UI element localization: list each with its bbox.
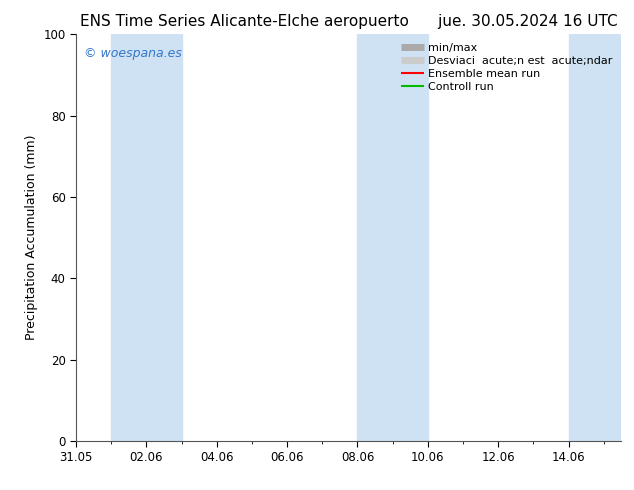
Bar	[358, 34, 428, 441]
Title: ENS Time Series Alicante-Elche aeropuerto      jue. 30.05.2024 16 UTC: ENS Time Series Alicante-Elche aeropuert…	[80, 14, 618, 29]
Text: © woespana.es: © woespana.es	[84, 47, 182, 59]
Y-axis label: Precipitation Accumulation (mm): Precipitation Accumulation (mm)	[25, 135, 38, 341]
Legend: min/max, Desviaci  acute;n est  acute;ndar, Ensemble mean run, Controll run: min/max, Desviaci acute;n est acute;ndar…	[398, 40, 616, 95]
Bar	[111, 34, 181, 441]
Bar	[569, 34, 621, 441]
